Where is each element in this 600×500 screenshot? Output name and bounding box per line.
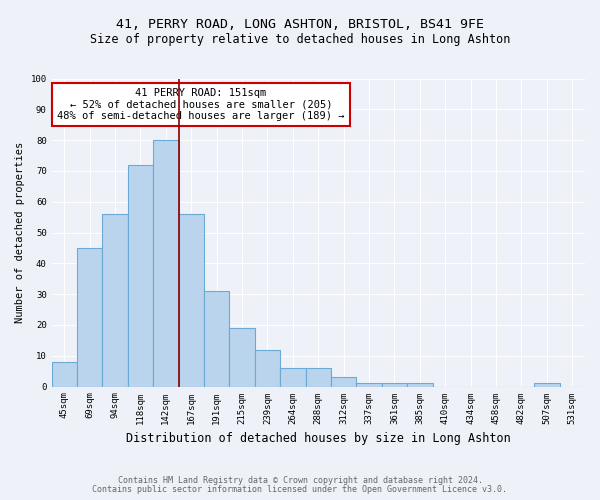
Bar bbox=[331, 378, 356, 386]
Bar bbox=[77, 248, 103, 386]
Bar bbox=[255, 350, 280, 387]
Text: Contains HM Land Registry data © Crown copyright and database right 2024.: Contains HM Land Registry data © Crown c… bbox=[118, 476, 482, 485]
Bar bbox=[382, 384, 407, 386]
Bar bbox=[305, 368, 331, 386]
Bar bbox=[534, 384, 560, 386]
Bar bbox=[179, 214, 204, 386]
Bar bbox=[204, 291, 229, 386]
Bar bbox=[280, 368, 305, 386]
Y-axis label: Number of detached properties: Number of detached properties bbox=[15, 142, 25, 323]
Text: Contains public sector information licensed under the Open Government Licence v3: Contains public sector information licen… bbox=[92, 485, 508, 494]
Text: 41 PERRY ROAD: 151sqm
← 52% of detached houses are smaller (205)
48% of semi-det: 41 PERRY ROAD: 151sqm ← 52% of detached … bbox=[57, 88, 344, 121]
Bar bbox=[153, 140, 179, 386]
Bar bbox=[52, 362, 77, 386]
Text: Size of property relative to detached houses in Long Ashton: Size of property relative to detached ho… bbox=[90, 32, 510, 46]
Bar bbox=[356, 384, 382, 386]
Bar bbox=[103, 214, 128, 386]
Bar bbox=[229, 328, 255, 386]
Bar bbox=[407, 384, 433, 386]
Text: 41, PERRY ROAD, LONG ASHTON, BRISTOL, BS41 9FE: 41, PERRY ROAD, LONG ASHTON, BRISTOL, BS… bbox=[116, 18, 484, 30]
Bar bbox=[128, 165, 153, 386]
X-axis label: Distribution of detached houses by size in Long Ashton: Distribution of detached houses by size … bbox=[126, 432, 511, 445]
